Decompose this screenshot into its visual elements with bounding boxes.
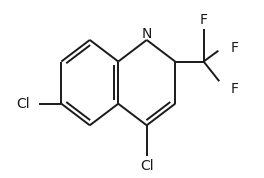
Text: F: F [231,82,239,96]
Text: F: F [200,14,208,27]
Text: Cl: Cl [16,97,30,111]
Text: N: N [142,27,152,41]
Text: Cl: Cl [140,159,154,172]
Text: F: F [231,41,239,55]
